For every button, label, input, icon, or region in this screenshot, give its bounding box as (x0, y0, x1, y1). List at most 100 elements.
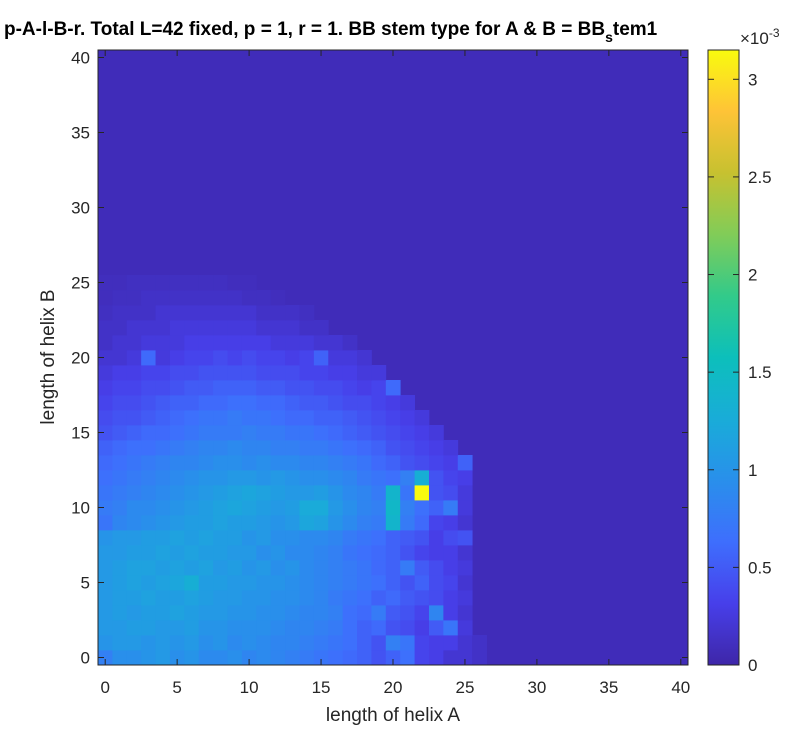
heatmap-cell (270, 515, 286, 531)
y-tick-label: 25 (71, 274, 90, 293)
heatmap-cell (112, 305, 128, 321)
heatmap-cell (227, 590, 243, 606)
heatmap-cell (270, 530, 286, 546)
heatmap-cell (213, 350, 228, 366)
heatmap-cell (328, 575, 344, 591)
heatmap-cell (112, 545, 128, 561)
heatmap-cell (213, 335, 228, 351)
heatmap-cell (342, 410, 358, 426)
heatmap-cell (385, 455, 401, 471)
heatmap-cell (256, 365, 272, 381)
heatmap-cell (299, 350, 315, 366)
heatmap-cell (428, 455, 444, 471)
heatmap-cell (256, 320, 272, 336)
heatmap-cell (400, 470, 415, 486)
heatmap-cell (98, 500, 113, 516)
heatmap-cell (371, 545, 387, 561)
heatmap-cell (227, 305, 243, 321)
heatmap-cell (141, 395, 156, 411)
heatmap-cell (198, 635, 214, 651)
heatmap-cell (169, 635, 185, 651)
heatmap-cell (198, 515, 214, 531)
heatmap-cell (169, 605, 185, 621)
heatmap-cell (112, 515, 128, 531)
heatmap-cell (141, 560, 156, 576)
heatmap-cell (313, 440, 329, 456)
heatmap-cell (169, 410, 185, 426)
heatmap-cell (141, 470, 156, 486)
heatmap-cell (313, 425, 329, 441)
heatmap-cell (385, 575, 401, 591)
heatmap-cell (328, 380, 344, 396)
heatmap-cell (141, 335, 156, 351)
heatmap-cell (141, 440, 156, 456)
heatmap-cell (241, 530, 257, 546)
heatmap-cell (299, 620, 315, 636)
heatmap-cell (112, 635, 128, 651)
heatmap-cell (112, 350, 128, 366)
heatmap-cell (443, 545, 459, 561)
heatmap-cell (371, 560, 387, 576)
heatmap-cell (112, 560, 128, 576)
heatmap-cell (457, 455, 473, 471)
heatmap-cell (126, 545, 142, 561)
heatmap-cell (241, 425, 257, 441)
heatmap-cell (328, 530, 344, 546)
heatmap-cell (241, 650, 257, 666)
heatmap-cell (357, 575, 372, 591)
heatmap-cell (184, 410, 200, 426)
heatmap-cell (400, 635, 415, 651)
heatmap-cell (313, 470, 329, 486)
heatmap-cell (126, 290, 142, 306)
heatmap-cell (299, 305, 315, 321)
heatmap-cell (428, 440, 444, 456)
heatmap-cell (241, 320, 257, 336)
heatmap-cell (155, 305, 171, 321)
heatmap-cell (198, 455, 214, 471)
heatmap-cell (313, 530, 329, 546)
heatmap-cell (457, 470, 473, 486)
heatmap-cell (112, 410, 128, 426)
heatmap-cell (169, 470, 185, 486)
heatmap-cell (256, 515, 272, 531)
heatmap-cell (457, 575, 473, 591)
heatmap-cell (371, 485, 387, 501)
heatmap-cell (141, 320, 156, 336)
heatmap-cell (342, 605, 358, 621)
heatmap-cell (285, 530, 300, 546)
heatmap-cell (98, 410, 113, 426)
heatmap-cell (126, 275, 142, 291)
heatmap-cell (357, 620, 372, 636)
heatmap-cell (213, 545, 228, 561)
heatmap-cell (227, 545, 243, 561)
heatmap-cell (169, 560, 185, 576)
heatmap-cell (371, 635, 387, 651)
heatmap-cell (141, 620, 156, 636)
heatmap-cell (112, 275, 128, 291)
heatmap-cell (357, 380, 372, 396)
heatmap-cell (227, 440, 243, 456)
heatmap-cell (270, 320, 286, 336)
heatmap-cell (342, 500, 358, 516)
heatmap-cell (313, 605, 329, 621)
heatmap-cell (141, 365, 156, 381)
heatmap-cell (184, 440, 200, 456)
heatmap-cell (371, 590, 387, 606)
heatmap-cell (357, 485, 372, 501)
heatmap-cell (241, 365, 257, 381)
heatmap-cell (227, 485, 243, 501)
heatmap-cell (241, 455, 257, 471)
heatmap-cell (227, 425, 243, 441)
heatmap-cell (126, 500, 142, 516)
heatmap-cell (213, 575, 228, 591)
heatmap-cell (213, 395, 228, 411)
heatmap-cell (328, 440, 344, 456)
heatmap-cell (98, 290, 113, 306)
heatmap-cell (213, 500, 228, 516)
heatmap-cell (428, 500, 444, 516)
heatmap-cell (342, 590, 358, 606)
heatmap-cell (184, 605, 200, 621)
heatmap-cell (198, 560, 214, 576)
heatmap-cell (112, 425, 128, 441)
heatmap-cell (213, 320, 228, 336)
